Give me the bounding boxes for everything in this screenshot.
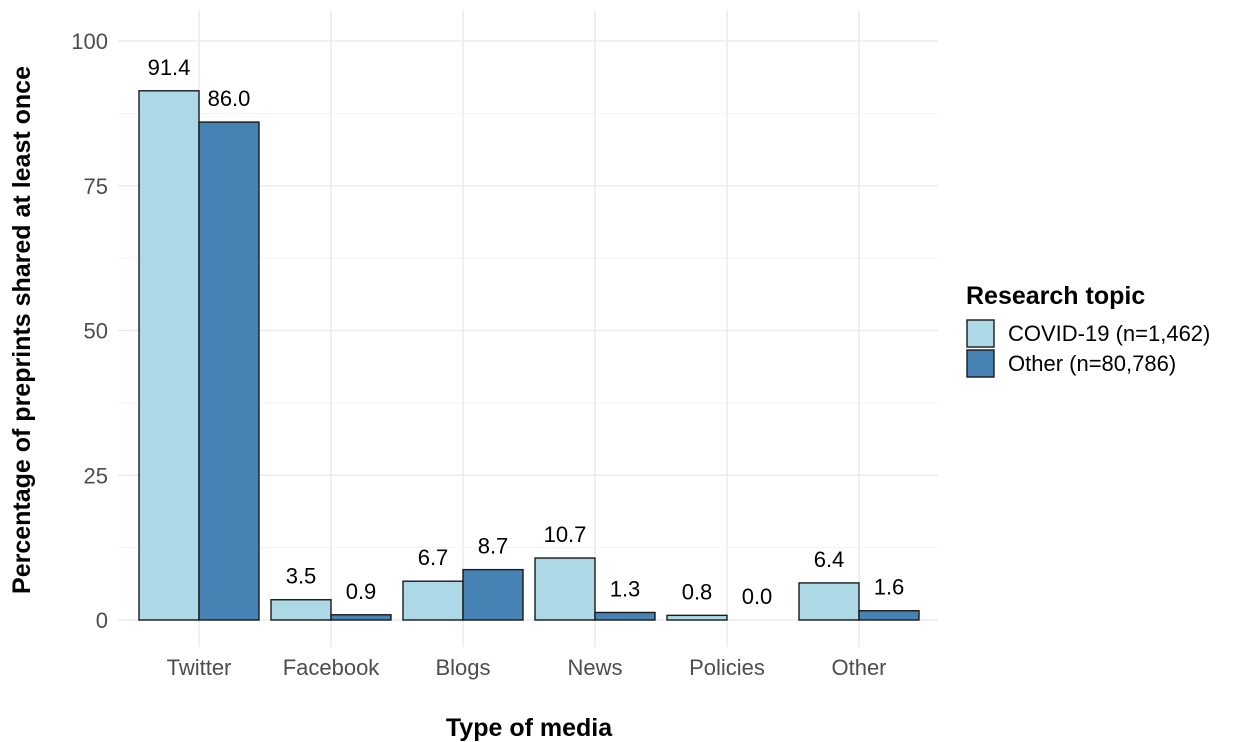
y-axis-title: Percentage of preprints shared at least … <box>8 66 36 594</box>
bar-value-label: 8.7 <box>478 534 509 559</box>
x-tick-label: Blogs <box>435 655 490 680</box>
bar-value-label: 86.0 <box>208 86 251 111</box>
y-tick-label: 25 <box>84 463 108 488</box>
bar <box>402 580 464 621</box>
legend-title: Research topic <box>966 282 1145 310</box>
legend-key <box>966 349 995 378</box>
legend: Research topic COVID-19 (n=1,462) Other (… <box>966 282 1210 378</box>
bar-value-label: 0.9 <box>346 579 377 604</box>
bar-value-label: 0.8 <box>682 579 713 604</box>
bar-value-label: 1.3 <box>610 576 641 601</box>
x-axis-ticks: Twitter Facebook Blogs News Policies Other <box>167 655 887 680</box>
bars <box>138 90 920 621</box>
legend-key <box>966 319 995 348</box>
bar <box>462 568 524 621</box>
bar <box>330 614 392 621</box>
bar-value-label: 10.7 <box>544 522 587 547</box>
x-tick-label: Twitter <box>167 655 232 680</box>
y-tick-label: 50 <box>84 319 108 344</box>
bar-value-label: 6.7 <box>418 545 449 570</box>
bar <box>858 610 920 621</box>
bar <box>666 614 728 621</box>
bar <box>594 611 656 621</box>
y-axis-ticks: 0 25 50 75 100 <box>71 29 108 633</box>
legend-label: Other (n=80,786) <box>1008 351 1176 376</box>
legend-items: COVID-19 (n=1,462) Other (n=80,786) <box>966 319 1210 378</box>
bar-value-label: 0.0 <box>742 584 773 609</box>
y-tick-label: 0 <box>96 608 108 633</box>
x-tick-label: News <box>567 655 622 680</box>
bar-value-label: 3.5 <box>286 564 317 589</box>
bar-value-labels: 91.4 3.5 6.7 10.7 0.8 6.4 86.0 0.9 8.7 1.3 0.0 1.6 <box>148 55 905 609</box>
bar <box>798 582 860 621</box>
x-tick-label: Policies <box>689 655 765 680</box>
bar <box>198 121 260 621</box>
x-tick-label: Facebook <box>283 655 381 680</box>
x-tick-label: Other <box>831 655 886 680</box>
y-tick-label: 100 <box>71 29 108 54</box>
y-tick-label: 75 <box>84 174 108 199</box>
bar-value-label: 91.4 <box>148 55 191 80</box>
bar-value-label: 6.4 <box>814 547 845 572</box>
bar <box>138 90 200 621</box>
bar-value-label: 1.6 <box>874 575 905 600</box>
x-axis-title: Type of media <box>446 714 613 742</box>
bar <box>270 599 332 621</box>
bar <box>534 557 596 621</box>
legend-label: COVID-19 (n=1,462) <box>1008 321 1210 346</box>
